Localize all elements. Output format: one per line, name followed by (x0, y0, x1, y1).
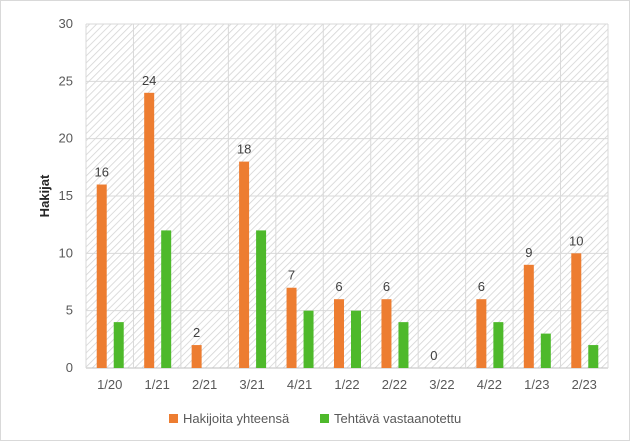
x-tick-label: 3/22 (429, 377, 454, 392)
data-label-total: 6 (383, 279, 390, 294)
bar-accepted (303, 310, 314, 368)
bar-accepted (398, 322, 409, 368)
legend-label-total: Hakijoita yhteensä (183, 411, 290, 426)
data-label-total: 6 (335, 279, 342, 294)
data-label-total: 0 (430, 348, 437, 363)
y-tick-label: 10 (59, 245, 73, 260)
bar-total (239, 161, 250, 368)
x-tick-label: 2/23 (572, 377, 597, 392)
y-tick-label: 5 (66, 303, 73, 318)
y-tick-label: 30 (59, 16, 73, 31)
x-tick-label: 1/20 (97, 377, 122, 392)
x-tick-label: 4/22 (477, 377, 502, 392)
data-label-total: 24 (142, 73, 156, 88)
data-label-total: 2 (193, 325, 200, 340)
data-labels: 16 24 2 18 7 6 6 0 6 9 10 (94, 73, 583, 363)
bar-accepted (493, 322, 504, 368)
bar-total (476, 299, 487, 368)
legend: Hakijoita yhteensä Tehtävä vastaanotettu (169, 411, 461, 426)
bar-total (334, 299, 344, 368)
data-label-total: 16 (94, 165, 108, 180)
x-axis-ticks: 1/20 1/21 2/21 3/21 4/21 1/22 2/22 3/22 4/22 1/23… (97, 377, 597, 392)
x-tick-label: 1/22 (334, 377, 359, 392)
data-label-total: 18 (237, 142, 251, 157)
bars (96, 92, 599, 369)
y-axis-ticks: 0 5 10 15 20 25 30 (59, 16, 73, 375)
legend-swatch-total (169, 414, 178, 423)
x-tick-label: 2/21 (192, 377, 217, 392)
bar-accepted (113, 322, 124, 368)
bar-total (144, 92, 155, 369)
y-tick-label: 25 (59, 73, 73, 88)
x-tick-label: 1/21 (145, 377, 170, 392)
data-label-total: 9 (525, 245, 532, 260)
bar-accepted (351, 310, 361, 368)
bar-accepted (161, 230, 172, 368)
x-tick-label: 4/21 (287, 377, 312, 392)
bar-total (286, 287, 297, 368)
bar-total (96, 184, 107, 368)
bar-accepted (256, 230, 267, 368)
legend-label-accepted: Tehtävä vastaanotettu (334, 411, 461, 426)
y-tick-label: 0 (66, 360, 73, 375)
bar-total (571, 253, 582, 368)
data-label-total: 6 (478, 279, 485, 294)
bar-accepted (540, 333, 551, 368)
bar-total (523, 264, 534, 368)
gridlines (85, 23, 609, 369)
bar-accepted (588, 345, 599, 368)
y-tick-label: 20 (59, 131, 73, 146)
bar-total (381, 299, 392, 368)
x-tick-label: 1/23 (524, 377, 549, 392)
bar-total (191, 345, 202, 368)
data-label-total: 7 (288, 268, 295, 283)
y-axis-label: Hakijat (37, 174, 52, 217)
legend-swatch-accepted (320, 414, 329, 423)
data-label-total: 10 (569, 233, 583, 248)
x-tick-label: 3/21 (239, 377, 264, 392)
x-tick-label: 2/22 (382, 377, 407, 392)
y-tick-label: 15 (59, 188, 73, 203)
